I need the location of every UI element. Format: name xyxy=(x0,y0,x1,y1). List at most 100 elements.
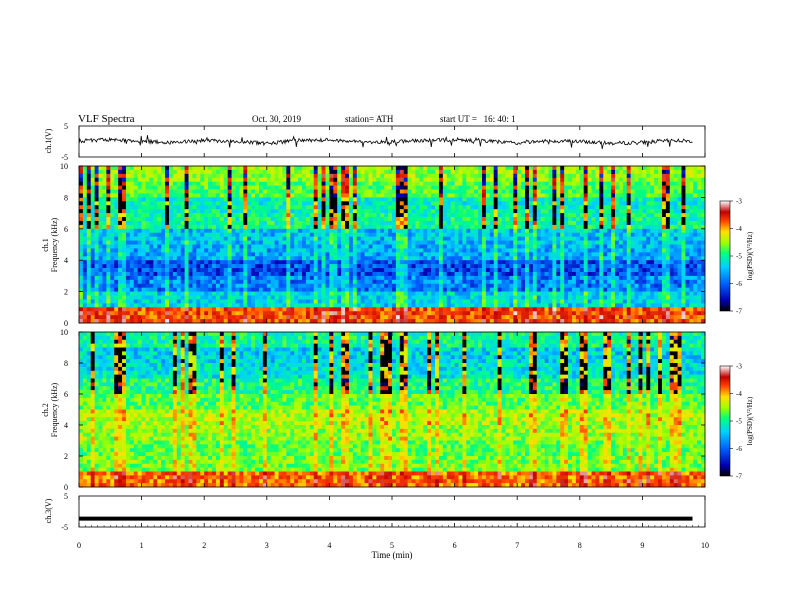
spectrogram-ch1-cell xyxy=(329,279,334,285)
spectrogram-ch1-cell xyxy=(517,268,522,273)
spectrogram-ch1-cell xyxy=(481,311,487,316)
spectrogram-ch1-cell xyxy=(125,224,131,230)
spectrogram-ch1-cell xyxy=(399,279,405,285)
spectrogram-ch1-cell xyxy=(317,275,322,281)
spectrogram-ch1-cell xyxy=(423,299,428,304)
spectrogram-ch1-cell xyxy=(470,209,475,214)
spectrogram-ch1-cell xyxy=(274,181,279,186)
spectrogram-ch1-cell xyxy=(329,201,334,206)
spectrogram-ch1-cell xyxy=(364,189,369,194)
spectrogram-ch1-cell xyxy=(333,240,338,245)
spectrogram-ch1-cell xyxy=(513,193,518,198)
spectrogram-ch1-cell xyxy=(505,291,510,296)
spectrogram-ch1-cell xyxy=(489,228,495,234)
spectrogram-ch1-cell xyxy=(247,303,252,308)
spectrogram-ch1-cell xyxy=(137,236,142,241)
spectrogram-ch1-cell xyxy=(435,205,440,210)
spectrogram-ch1-cell xyxy=(98,315,103,320)
spectrogram-ch1-cell xyxy=(454,193,459,198)
spectrogram-ch1-cell xyxy=(556,166,561,171)
spectrogram-ch1-cell xyxy=(521,228,526,234)
spectrogram-ch1-cell xyxy=(376,279,381,285)
spectrogram-ch1-cell xyxy=(501,319,506,324)
spectrogram-ch1-cell xyxy=(317,260,322,265)
spectrogram-ch1-cell xyxy=(442,319,448,324)
spectrogram-ch1-cell xyxy=(145,189,150,194)
spectrogram-ch1-cell xyxy=(153,177,158,182)
spectrogram-ch1-cell xyxy=(106,201,111,206)
spectrogram-ch1-cell xyxy=(235,197,240,202)
spectrogram-ch1-cell xyxy=(122,291,127,296)
spectrogram-ch1-cell xyxy=(110,268,115,273)
spectrogram-ch1-cell xyxy=(223,264,228,269)
spectrogram-ch1-cell xyxy=(384,185,389,190)
spectrogram-ch1-cell xyxy=(345,228,350,234)
spectrogram-ch1-cell xyxy=(384,256,389,261)
spectrogram-ch1-cell xyxy=(536,236,541,241)
spectrogram-ch1-cell xyxy=(509,236,514,241)
spectrogram-ch1-cell xyxy=(427,181,432,186)
spectrogram-ch1-cell xyxy=(345,201,350,206)
spectrogram-ch1-cell xyxy=(360,303,365,308)
spectrogram-ch1-cell xyxy=(521,193,526,198)
spectrogram-ch1-cell xyxy=(427,260,432,265)
spectrogram-ch1-cell xyxy=(223,201,228,206)
spectrogram-ch1-cell xyxy=(450,260,455,265)
spectrogram-ch1-cell xyxy=(501,291,506,296)
spectrogram-ch1-cell xyxy=(435,283,440,288)
spectrogram-ch1-cell xyxy=(302,169,307,175)
spectrogram-ch1-cell xyxy=(450,224,455,230)
spectrogram-ch1-cell xyxy=(223,291,228,296)
spectrogram-ch1-cell xyxy=(392,307,397,312)
spectrogram-ch1-cell xyxy=(442,166,448,171)
spectrogram-ch1-cell xyxy=(86,201,92,206)
spectrogram-ch1-cell xyxy=(200,201,205,206)
spectrogram-ch1-cell xyxy=(227,213,232,218)
spectrogram-ch1-cell xyxy=(129,319,135,324)
spectrogram-ch1-cell xyxy=(165,307,170,312)
spectrogram-ch1-cell xyxy=(258,224,264,230)
spectrogram-ch1-cell xyxy=(348,224,354,230)
spectrogram-ch1-cell xyxy=(188,232,193,237)
spectrogram-ch1-cell xyxy=(556,252,561,257)
spectrogram-ch1-cell xyxy=(223,240,228,245)
spectrogram-ch1-cell xyxy=(309,217,315,222)
spectrogram-ch1-cell xyxy=(399,201,405,206)
spectrogram-ch1-cell xyxy=(258,201,264,206)
spectrogram-ch1-cell xyxy=(360,224,365,230)
spectrogram-ch1-cell xyxy=(168,271,174,277)
spectrogram-ch1-cell xyxy=(212,193,217,198)
spectrogram-ch1-cell xyxy=(376,299,381,304)
spectrogram-ch1-cell xyxy=(122,209,127,214)
spectrogram-ch1-cell xyxy=(493,213,498,218)
spectrogram-ch1-cell xyxy=(168,283,174,288)
spectrogram-ch1-cell xyxy=(384,315,389,320)
spectrogram-ch1-cell xyxy=(125,311,131,316)
spectrogram-ch1-cell xyxy=(513,311,518,316)
spectrogram-ch1-cell xyxy=(458,287,463,292)
spectrogram-ch1-cell xyxy=(521,252,526,257)
spectrogram-ch1-cell xyxy=(337,220,342,226)
spectrogram-ch1-cell xyxy=(208,205,213,210)
spectrogram-ch1-cell xyxy=(481,268,487,273)
spectrogram-ch1-cell xyxy=(356,240,361,245)
spectrogram-ch1-cell xyxy=(274,315,279,320)
spectrogram-ch1-cell xyxy=(392,264,397,269)
spectrogram-ch1-cell xyxy=(204,256,209,261)
spectrogram-ch1-cell xyxy=(180,205,185,210)
spectrogram-ch1-cell xyxy=(231,189,236,194)
spectrogram-ch1-cell xyxy=(372,275,377,281)
spectrogram-ch1-cell xyxy=(102,220,107,226)
spectrogram-ch1-cell xyxy=(485,193,491,198)
spectrogram-ch1-cell xyxy=(231,287,236,292)
spectrogram-ch1-cell xyxy=(165,256,170,261)
spectrogram-ch1-cell xyxy=(458,307,463,312)
spectrogram-ch1-cell xyxy=(302,299,307,304)
spectrogram-ch1-cell xyxy=(110,264,115,269)
spectrogram-ch1-cell xyxy=(294,248,299,253)
spectrogram-ch1-cell xyxy=(192,213,197,218)
spectrogram-ch1-cell xyxy=(556,205,561,210)
spectrogram-ch1-cell xyxy=(90,197,95,202)
spectrogram-ch1-cell xyxy=(278,213,283,218)
spectrogram-ch1-cell xyxy=(79,283,84,288)
